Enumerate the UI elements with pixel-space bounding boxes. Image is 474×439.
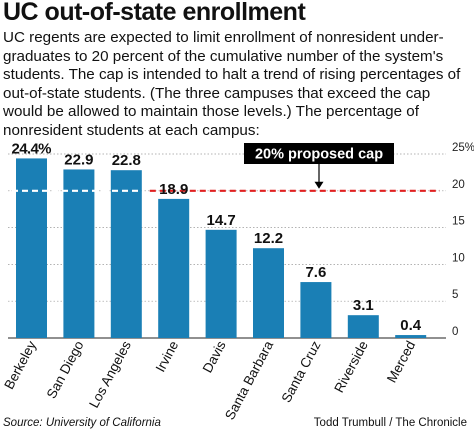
bar [300,282,332,338]
y-tick-label: 20 [452,179,465,191]
value-label: 22.9 [64,151,93,168]
y-tick-label: 15 [452,216,465,228]
value-label: 12.2 [254,230,283,247]
category-label: Santa Barbara [222,338,276,422]
value-label: 7.6 [305,264,326,281]
y-tick-label: 5 [452,289,458,301]
value-label: 22.8 [112,152,141,169]
value-label: 24.4% [12,140,52,157]
cap-label-box [244,143,394,164]
chart-title: UC out-of-state enrollment [3,0,306,26]
x-axis-labels: Berkeley San Diego Los Angeles Irvine DavisS… [1,338,418,422]
credit-note: Todd Trumbull / The Chronicle [313,417,467,429]
cap-arrow-head [314,181,324,189]
value-label: 18.9 [159,181,188,198]
bars [16,158,427,338]
y-tick-label: 10 [452,252,465,264]
value-label: 3.1 [353,297,374,314]
bar [16,158,47,338]
y-axis-ticks: 0 5 10 15 20 25% [452,142,474,338]
category-label: Santa Cruz [279,338,324,405]
category-label: Merced [384,338,418,385]
bar [205,229,237,338]
value-label: 0.4 [400,317,422,334]
category-label: Berkeley [1,338,39,392]
bar [110,170,142,338]
bar [395,335,427,338]
bar [63,169,95,338]
source-note: Source: University of California [3,417,161,429]
category-label: Riverside [331,338,371,395]
value-label: 14.7 [206,212,235,229]
category-label: Irvine [153,338,182,374]
y-tick-label: 25% [452,142,474,154]
chart-description: UC regents are expected to limit enrollm… [3,29,461,139]
bar [347,315,379,338]
bar [158,198,190,338]
y-tick-label: 0 [452,326,458,338]
category-label: Davis [200,338,229,375]
bar [253,248,284,338]
value-labels: 24.4% 22.9 22.8 18.9 14.7 12.2 7.6 3.1 0.4 [12,140,422,334]
category-label: San Diego [44,338,87,401]
category-label: Los Angeles [86,338,134,410]
reference-line: 20% proposed cap [12,143,440,192]
cap-label: 20% proposed cap [255,147,383,163]
